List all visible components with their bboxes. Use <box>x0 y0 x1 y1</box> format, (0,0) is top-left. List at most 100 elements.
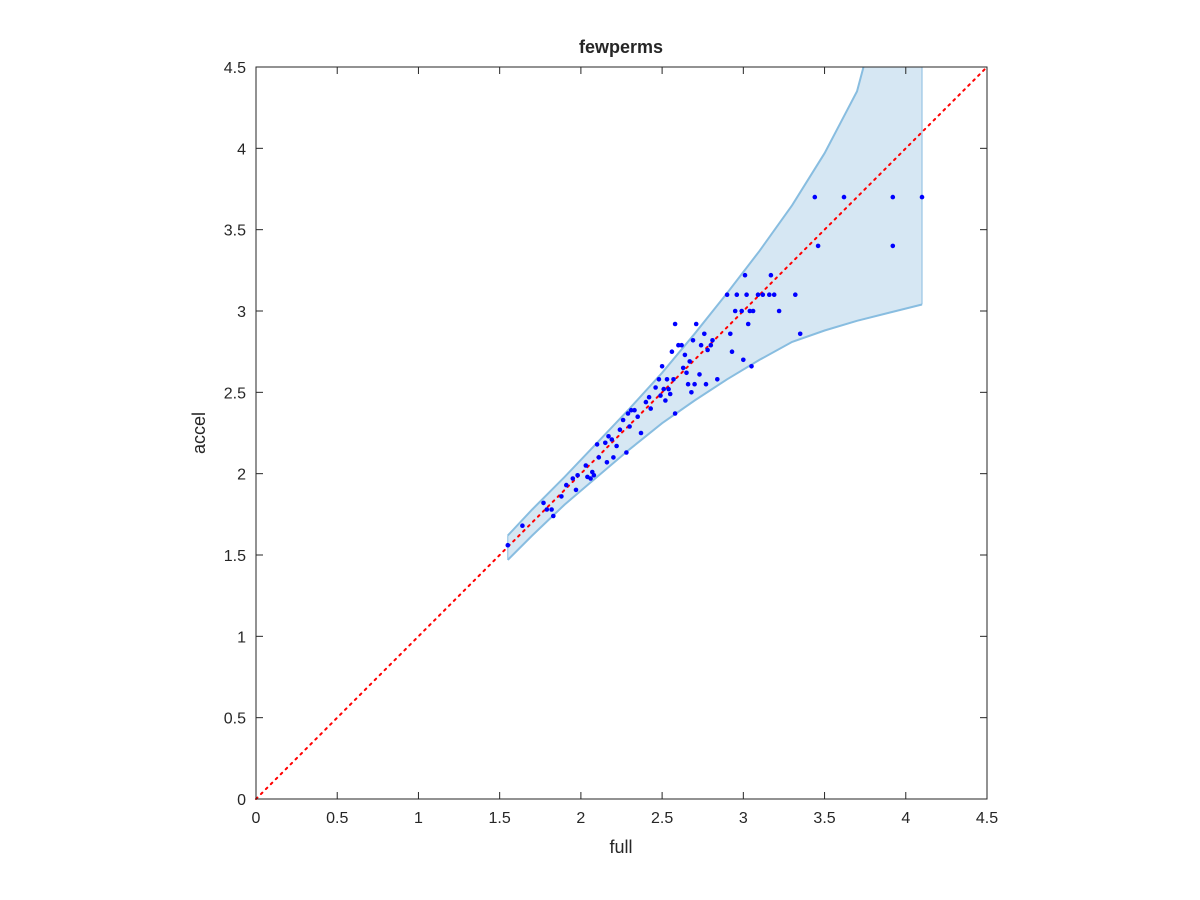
data-point <box>767 292 772 298</box>
data-point <box>544 507 550 512</box>
x-tick-label: 0 <box>252 810 261 827</box>
data-point <box>661 386 666 392</box>
data-point <box>648 406 653 411</box>
band-fill <box>507 67 922 560</box>
data-point <box>628 407 634 413</box>
reference-line <box>255 66 988 800</box>
data-point <box>708 342 714 348</box>
data-point <box>588 476 593 481</box>
data-point <box>656 377 662 382</box>
data-point <box>692 381 697 387</box>
data-point <box>676 342 681 348</box>
data-point <box>739 308 744 314</box>
x-tick-label: 4.5 <box>976 810 998 827</box>
data-point <box>635 414 640 420</box>
data-point <box>812 194 818 200</box>
y-tick-label: 3.5 <box>224 223 246 240</box>
data-point <box>541 500 546 506</box>
axes-box <box>255 66 988 800</box>
data-point <box>703 381 709 387</box>
data-point <box>771 292 777 298</box>
data-point <box>624 450 629 455</box>
data-point <box>594 442 600 447</box>
y-tick-label: 3 <box>237 304 246 321</box>
data-point <box>604 460 610 465</box>
x-tick-label: 3 <box>739 810 748 827</box>
data-point <box>745 321 751 327</box>
data-point <box>611 455 616 460</box>
data-point <box>653 385 658 390</box>
data-point <box>734 292 740 298</box>
x-tick-label: 2 <box>576 810 585 827</box>
data-point <box>559 494 564 499</box>
data-point <box>609 437 615 442</box>
data-point <box>698 342 704 348</box>
data-point <box>815 243 821 249</box>
data-point <box>617 427 623 433</box>
data-point <box>549 507 554 512</box>
data-point <box>919 194 925 200</box>
band-upper-edge <box>507 66 865 537</box>
data-point <box>690 338 696 343</box>
data-point <box>573 487 579 493</box>
x-tick-label: 3.5 <box>813 810 835 827</box>
data-point <box>697 372 702 377</box>
data-point <box>603 440 608 446</box>
data-point <box>614 443 619 449</box>
data-point <box>715 377 720 382</box>
data-point <box>627 424 632 429</box>
data-point <box>742 272 748 278</box>
data-point <box>776 308 782 314</box>
data-point <box>684 370 689 376</box>
data-point <box>583 463 589 468</box>
data-point <box>689 390 694 395</box>
data-point <box>591 473 597 478</box>
x-tick-label: 4 <box>901 810 910 827</box>
y-tick-label: 4 <box>237 141 246 158</box>
data-point <box>724 292 730 298</box>
x-tick-label: 0.5 <box>326 810 348 827</box>
reference-line-group <box>255 66 988 800</box>
data-point <box>705 347 710 353</box>
data-point <box>520 523 525 528</box>
data-point <box>890 243 896 249</box>
data-point <box>732 308 738 314</box>
data-point <box>620 417 626 423</box>
data-point <box>666 386 671 392</box>
data-point <box>755 292 761 298</box>
data-point <box>646 394 652 400</box>
data-point <box>606 434 611 439</box>
x-tick-label: 1 <box>414 810 423 827</box>
y-tick-label: 1.5 <box>224 548 246 565</box>
data-point <box>793 292 798 298</box>
data-point <box>693 321 699 327</box>
y-tick-label: 0 <box>237 792 246 809</box>
data-point <box>890 194 896 200</box>
data-point <box>710 338 715 343</box>
data-point <box>671 377 676 382</box>
data-point <box>744 292 749 298</box>
data-point <box>680 365 686 371</box>
data-point <box>760 292 766 298</box>
data-point <box>741 357 746 363</box>
band-lower-edge <box>507 303 923 561</box>
data-point <box>702 331 707 337</box>
tick-labels: 0 0.5 1 1.5 2 2.5 3 3.5 4 4.5 0 0.5 1 1.5 2 2.5 3 3.5 4 4.5 <box>224 60 998 827</box>
data-point <box>664 377 670 382</box>
data-point <box>682 352 688 358</box>
data-point <box>669 349 675 355</box>
x-axis-label: full <box>609 837 632 857</box>
data-points <box>505 194 925 548</box>
data-point <box>575 473 580 478</box>
y-axis-label: accel <box>189 412 209 454</box>
data-point <box>749 364 754 369</box>
x-tick-label: 2.5 <box>651 810 673 827</box>
data-point <box>638 430 644 436</box>
data-point <box>667 391 673 397</box>
data-point <box>729 349 735 355</box>
data-point <box>728 331 733 337</box>
confidence-band <box>507 66 923 561</box>
data-point <box>596 455 602 460</box>
chart-title: fewperms <box>579 37 663 57</box>
